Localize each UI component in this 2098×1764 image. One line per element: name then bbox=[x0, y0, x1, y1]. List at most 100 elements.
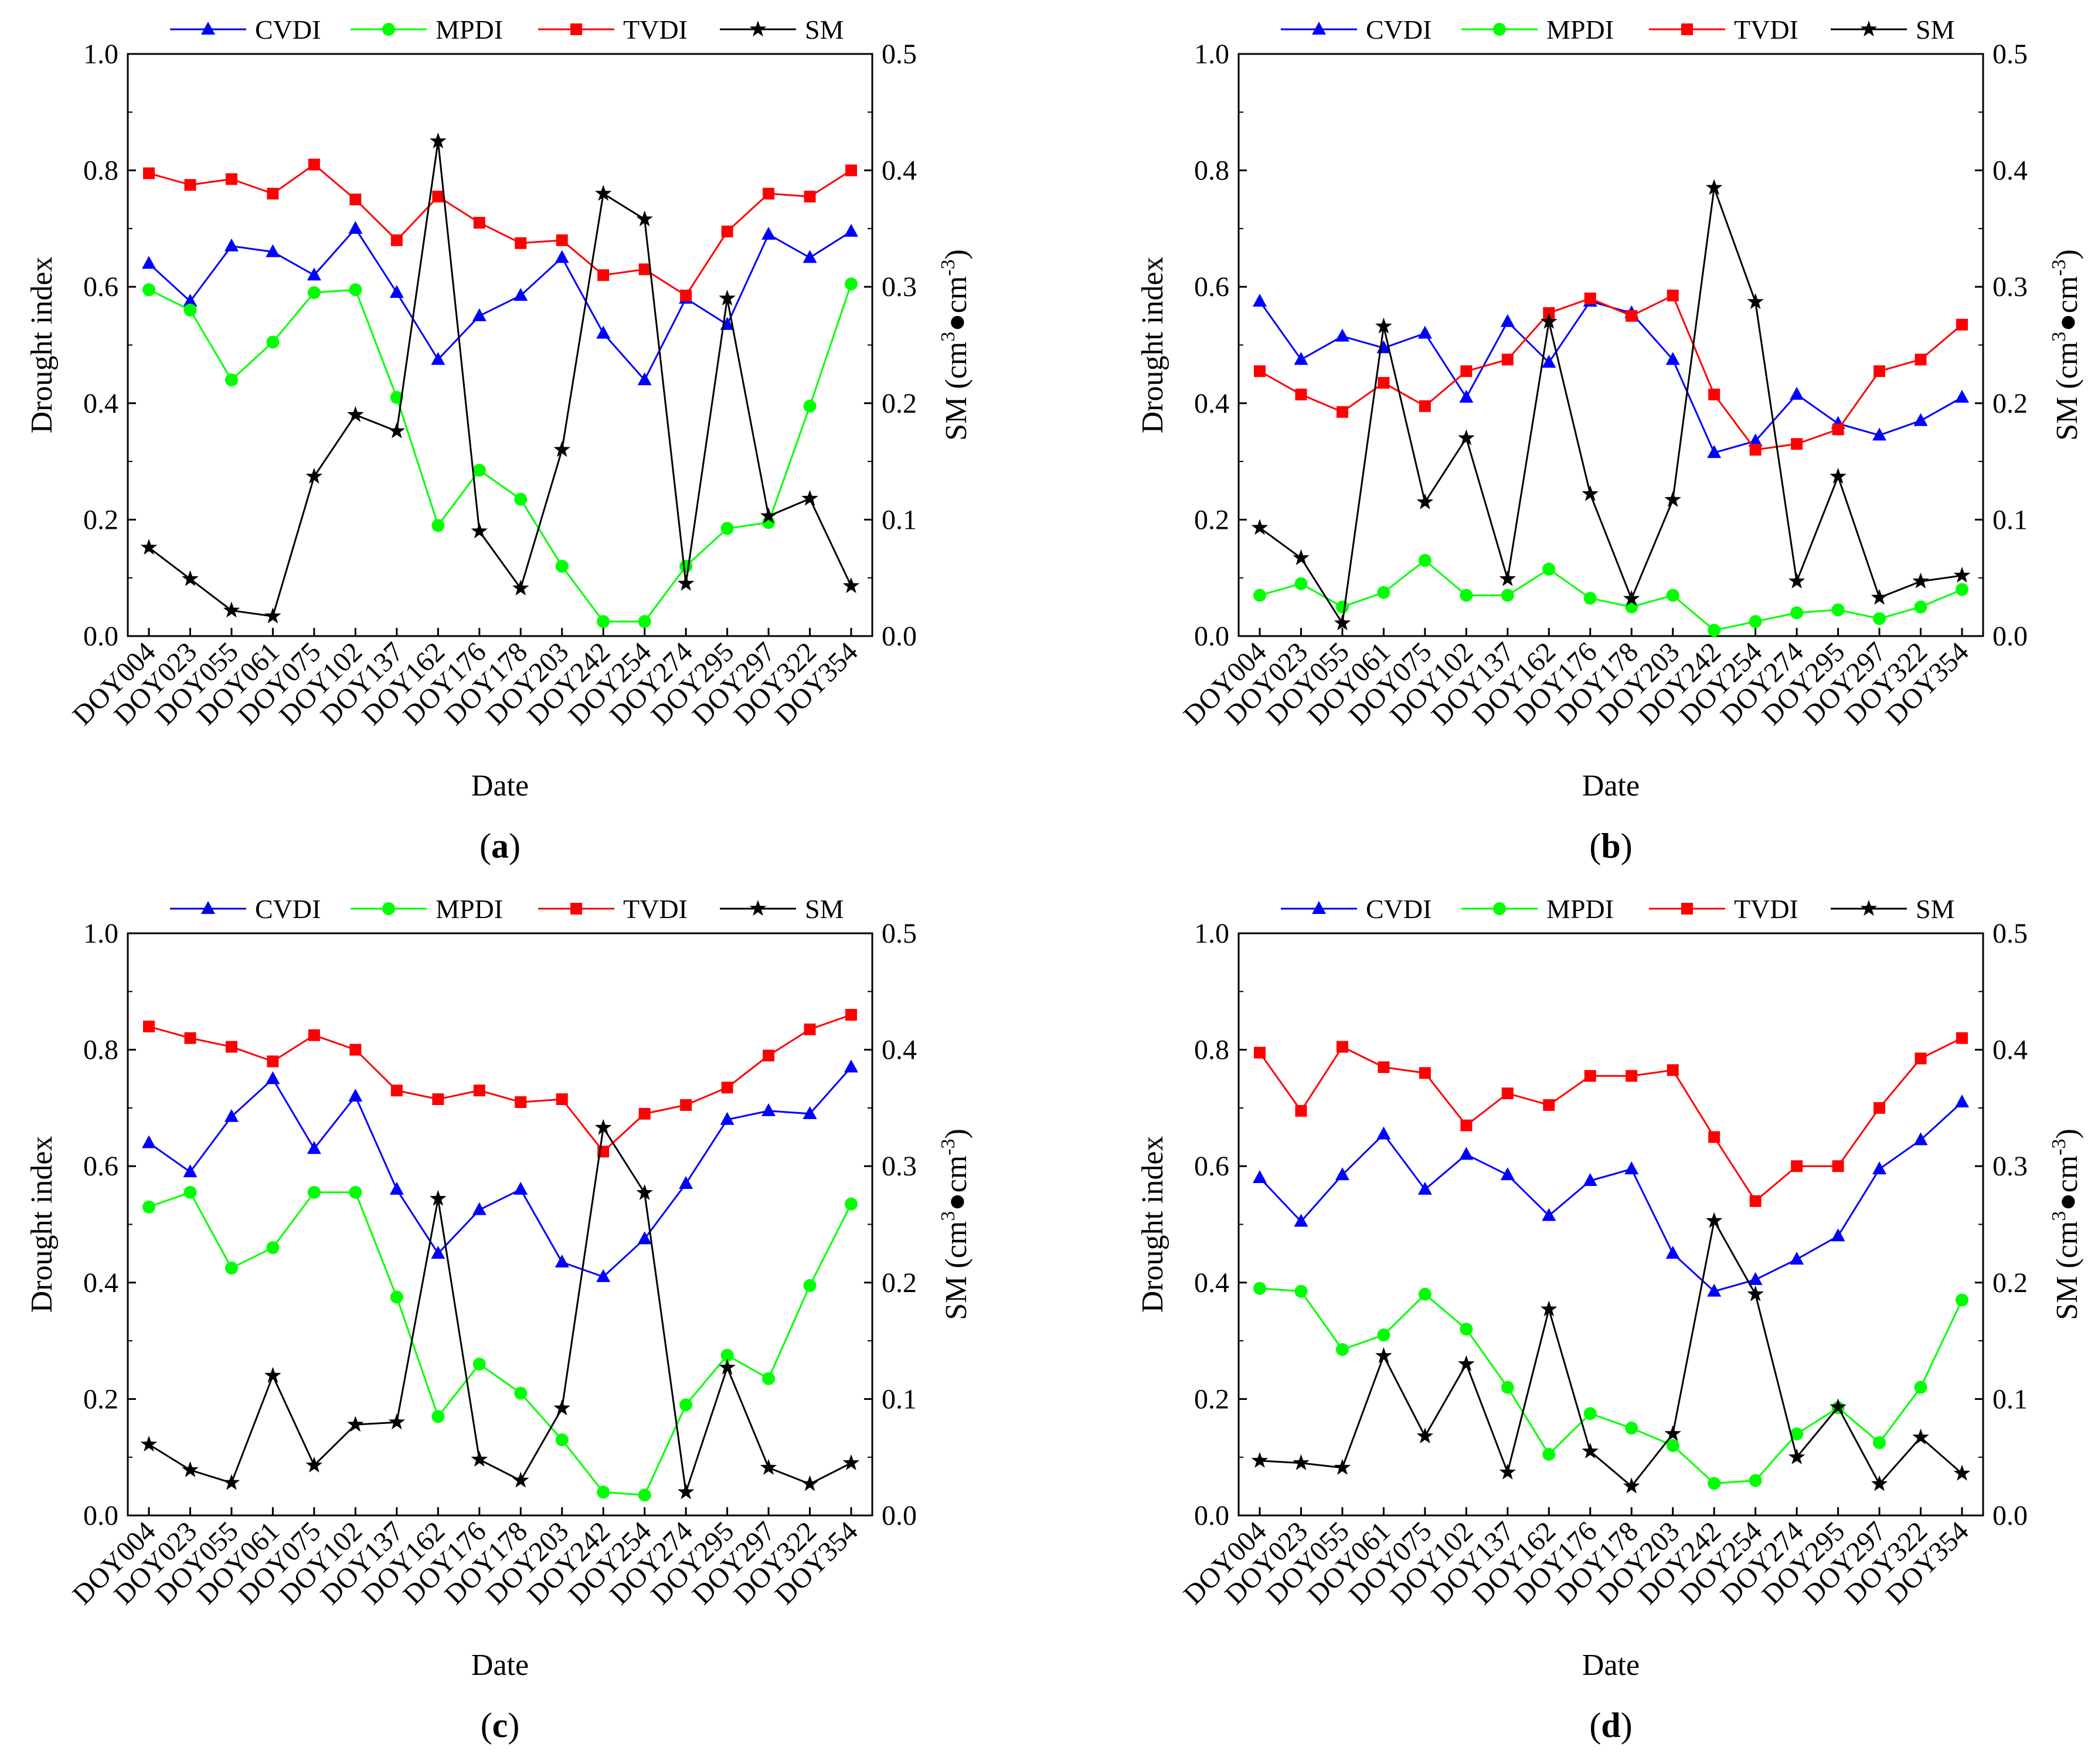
legend-marker-tvdi bbox=[570, 903, 582, 915]
data-point-mpdi bbox=[514, 1386, 528, 1400]
data-point-tvdi bbox=[1915, 1052, 1927, 1065]
data-point-cvdi bbox=[1665, 352, 1680, 365]
data-point-mpdi bbox=[1377, 1328, 1390, 1342]
data-point-cvdi bbox=[266, 244, 280, 257]
y2-tick-label: 0.4 bbox=[1992, 1035, 2028, 1066]
data-point-mpdi bbox=[762, 1372, 776, 1385]
legend-marker-cvdi bbox=[201, 22, 215, 35]
data-point-mpdi bbox=[1956, 583, 1968, 596]
y2-axis-title-part: ●cm bbox=[940, 1155, 973, 1211]
data-point-cvdi bbox=[514, 1181, 528, 1195]
data-point-tvdi bbox=[1832, 1160, 1844, 1172]
legend-marker-sm bbox=[749, 900, 767, 916]
y-axis-title: Drought index bbox=[1136, 1136, 1169, 1313]
data-point-tvdi bbox=[763, 1049, 775, 1062]
data-point-cvdi bbox=[1872, 427, 1887, 441]
series-line-mpdi bbox=[148, 1191, 852, 1496]
data-point-sm bbox=[1582, 485, 1599, 501]
legend-marker-mpdi bbox=[382, 23, 395, 36]
y-tick-label: 0.2 bbox=[83, 504, 118, 535]
data-point-sm bbox=[1541, 1300, 1558, 1317]
data-point-cvdi bbox=[1542, 1208, 1556, 1221]
legend-label-sm: SM bbox=[1916, 894, 1954, 924]
data-point-mpdi bbox=[225, 1261, 238, 1274]
chart-panel-c: 0.00.20.40.60.81.00.00.10.20.30.40.5DOY0… bbox=[25, 894, 973, 1745]
y2-tick-label: 0.5 bbox=[1992, 918, 2028, 949]
data-point-sm bbox=[512, 579, 529, 596]
y2-axis-title-part: ●cm bbox=[940, 276, 973, 332]
data-point-sm bbox=[594, 1119, 612, 1135]
data-point-tvdi bbox=[1460, 365, 1473, 378]
data-point-tvdi bbox=[845, 164, 857, 176]
y-tick-label: 0.0 bbox=[1194, 621, 1229, 652]
data-point-sm bbox=[1293, 549, 1310, 566]
data-point-cvdi bbox=[307, 267, 321, 281]
data-point-sm bbox=[223, 601, 240, 618]
data-point-tvdi bbox=[680, 1099, 692, 1111]
data-point-sm bbox=[842, 1454, 860, 1470]
series-line-sm bbox=[1259, 1218, 1963, 1488]
data-point-tvdi bbox=[1460, 1119, 1473, 1131]
legend-marker-cvdi bbox=[1312, 901, 1326, 914]
data-point-sm bbox=[1664, 1425, 1681, 1442]
data-point-tvdi bbox=[1584, 293, 1596, 305]
y2-tick-label: 0.2 bbox=[1992, 1267, 2028, 1299]
data-point-tvdi bbox=[432, 191, 444, 203]
panel-label-letter: a bbox=[491, 827, 509, 865]
series-line-sm bbox=[148, 141, 852, 617]
data-point-sm bbox=[1251, 1452, 1269, 1468]
legend-marker-cvdi bbox=[201, 901, 215, 914]
data-point-sm bbox=[471, 1450, 488, 1467]
y-tick-label: 0.2 bbox=[83, 1384, 118, 1415]
data-point-mpdi bbox=[1542, 1447, 1556, 1461]
data-point-sm bbox=[553, 1399, 570, 1416]
legend-label-sm: SM bbox=[805, 894, 844, 924]
data-point-sm bbox=[512, 1471, 529, 1488]
data-point-mpdi bbox=[1790, 1427, 1804, 1440]
data-point-sm bbox=[1788, 1448, 1805, 1464]
data-point-cvdi bbox=[637, 372, 652, 386]
data-point-sm bbox=[1416, 493, 1434, 509]
data-point-mpdi bbox=[1749, 1474, 1762, 1487]
y2-axis-title: SM (cm3●cm-3) bbox=[2048, 249, 2084, 441]
data-point-mpdi bbox=[679, 559, 693, 573]
data-point-tvdi bbox=[1336, 1041, 1348, 1053]
data-point-mpdi bbox=[720, 1348, 734, 1362]
y2-axis-title-part: SM (cm bbox=[2051, 1221, 2084, 1320]
data-point-sm bbox=[1623, 590, 1640, 606]
data-point-mpdi bbox=[266, 1241, 280, 1255]
y-tick-label: 0.4 bbox=[83, 1267, 118, 1299]
series-line-sm bbox=[1259, 187, 1963, 626]
data-point-sm bbox=[760, 1459, 777, 1475]
legend-label-tvdi: TVDI bbox=[1734, 894, 1798, 924]
series-line-sm bbox=[148, 1125, 852, 1493]
data-point-sm bbox=[264, 607, 281, 624]
data-point-cvdi bbox=[431, 1246, 446, 1259]
data-point-cvdi bbox=[1417, 325, 1432, 339]
y-tick-label: 0.6 bbox=[83, 1151, 118, 1182]
data-point-cvdi bbox=[1707, 1283, 1722, 1297]
y2-tick-label: 0.0 bbox=[882, 621, 917, 652]
data-point-tvdi bbox=[1667, 1064, 1679, 1076]
data-point-sm bbox=[1499, 570, 1516, 586]
series-line-tvdi bbox=[1259, 1037, 1963, 1203]
data-point-mpdi bbox=[431, 519, 445, 532]
data-point-tvdi bbox=[845, 1009, 857, 1021]
y2-axis-title-part: -3 bbox=[937, 260, 959, 276]
legend-label-sm: SM bbox=[1916, 15, 1954, 45]
data-point-sm bbox=[1458, 429, 1475, 446]
y2-tick-label: 0.3 bbox=[1992, 271, 2028, 303]
y-tick-label: 0.6 bbox=[83, 271, 118, 303]
data-point-tvdi bbox=[1626, 1070, 1638, 1082]
panel-label-part: ) bbox=[508, 1706, 519, 1745]
y2-tick-label: 0.5 bbox=[882, 918, 917, 949]
data-point-tvdi bbox=[1956, 318, 1968, 331]
data-point-cvdi bbox=[596, 1269, 611, 1282]
legend-marker-mpdi bbox=[1493, 23, 1506, 36]
y2-axis-title-part: 3 bbox=[937, 332, 959, 342]
data-point-tvdi bbox=[1254, 365, 1266, 378]
data-point-tvdi bbox=[1378, 377, 1390, 389]
data-point-sm bbox=[223, 1474, 240, 1490]
data-point-sm bbox=[1334, 614, 1351, 631]
data-point-sm bbox=[594, 185, 612, 201]
